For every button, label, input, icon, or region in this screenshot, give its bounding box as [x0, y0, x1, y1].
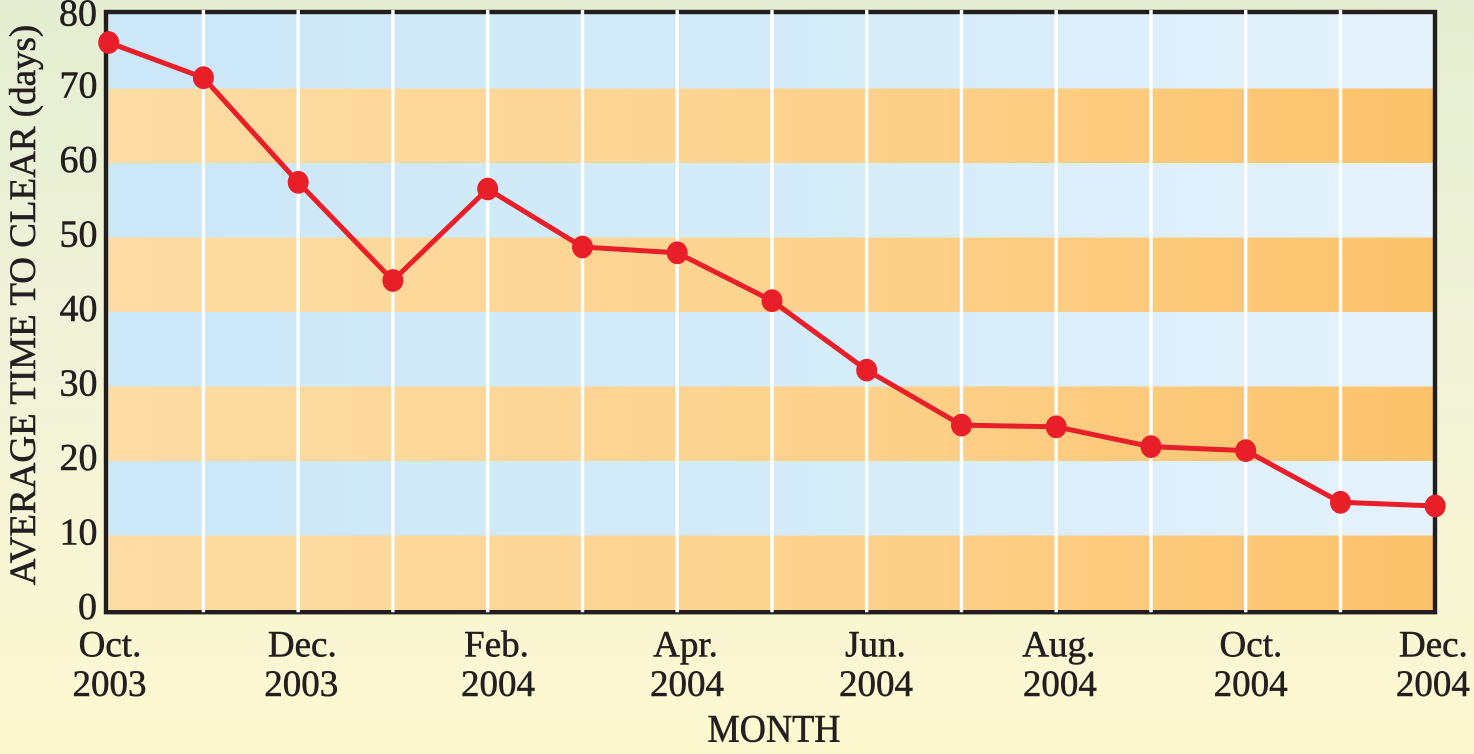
svg-text:2004: 2004 — [1396, 664, 1470, 705]
svg-text:0: 0 — [78, 586, 97, 628]
svg-text:70: 70 — [60, 65, 98, 107]
svg-text:2004: 2004 — [839, 664, 913, 705]
svg-text:2004: 2004 — [650, 664, 724, 705]
svg-text:2004: 2004 — [1023, 664, 1097, 705]
svg-text:2004: 2004 — [1214, 664, 1288, 705]
svg-text:80: 80 — [59, 0, 97, 35]
svg-text:Oct.: Oct. — [1220, 625, 1283, 666]
svg-text:Oct.: Oct. — [79, 625, 142, 666]
svg-text:Jun.: Jun. — [845, 625, 906, 666]
svg-text:40: 40 — [60, 288, 98, 330]
svg-text:Feb.: Feb. — [464, 625, 529, 666]
svg-text:60: 60 — [60, 139, 98, 181]
svg-text:Aug.: Aug. — [1022, 625, 1095, 666]
svg-text:20: 20 — [60, 437, 98, 479]
svg-text:MONTH: MONTH — [708, 708, 841, 751]
svg-text:Dec.: Dec. — [1399, 625, 1468, 666]
svg-text:AVERAGE TIME TO CLEAR (days): AVERAGE TIME TO CLEAR (days) — [3, 25, 44, 585]
svg-text:Dec.: Dec. — [268, 625, 337, 666]
svg-text:2003: 2003 — [73, 664, 147, 705]
svg-text:10: 10 — [60, 512, 98, 554]
svg-text:30: 30 — [60, 363, 98, 405]
svg-text:2003: 2003 — [264, 664, 338, 705]
svg-text:Apr.: Apr. — [653, 625, 718, 666]
svg-text:2004: 2004 — [461, 664, 535, 705]
svg-text:50: 50 — [60, 214, 98, 256]
